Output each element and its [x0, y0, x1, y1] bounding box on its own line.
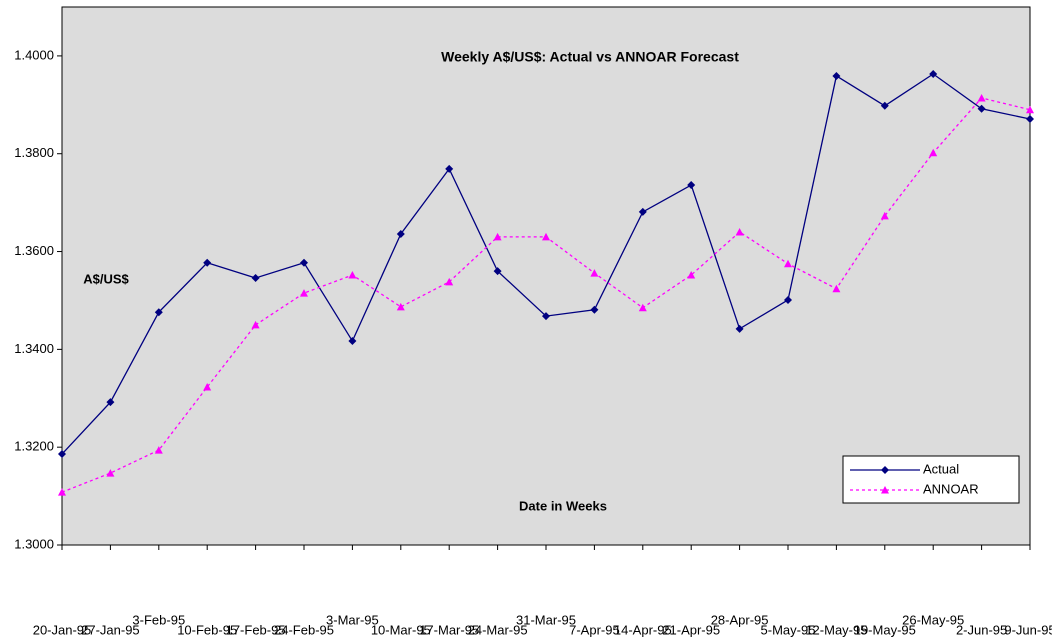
- marker: [881, 466, 889, 474]
- marker: [493, 232, 502, 241]
- marker: [154, 446, 163, 454]
- marker: [396, 302, 405, 311]
- x-tick-label: 9-Jun-95: [1004, 622, 1052, 637]
- marker: [880, 101, 889, 110]
- x-tick-label: 14-Apr-95: [614, 622, 672, 637]
- marker: [58, 450, 66, 459]
- marker: [542, 312, 550, 321]
- x-tick-label: 5-May-95: [761, 622, 816, 637]
- marker: [784, 259, 792, 268]
- x-tick-label: 12-May-95: [805, 622, 867, 637]
- x-tick-label: 10-Mar-95: [371, 622, 431, 637]
- y-tick-label: 1.4000: [14, 47, 54, 62]
- marker: [154, 308, 163, 317]
- marker: [493, 267, 502, 276]
- marker: [784, 295, 792, 304]
- x-tick-label: 31-Mar-95: [516, 612, 576, 627]
- x-tick-label: 10-Feb-95: [177, 622, 237, 637]
- marker: [251, 320, 260, 329]
- x-tick-label: 24-Feb-95: [274, 622, 334, 637]
- marker: [929, 70, 938, 79]
- y-tick-label: 1.3400: [14, 341, 54, 356]
- x-tick-label: 17-Feb-95: [226, 622, 286, 637]
- marker: [542, 232, 550, 241]
- marker: [348, 271, 357, 279]
- x-tick-label: 26-May-95: [902, 612, 964, 627]
- marker: [977, 104, 986, 113]
- marker: [832, 71, 841, 80]
- y-tick-label: 1.3200: [14, 439, 54, 454]
- marker: [880, 211, 889, 220]
- marker: [1026, 105, 1034, 114]
- marker: [251, 273, 260, 282]
- marker: [735, 324, 744, 333]
- marker: [735, 227, 744, 236]
- x-tick-label: 17-Mar-95: [419, 622, 479, 637]
- plot-area: [61, 6, 1031, 546]
- y-tick-label: 1.3600: [14, 243, 54, 258]
- x-tick-label: 24-Mar-95: [468, 622, 528, 637]
- marker: [832, 284, 841, 293]
- x-tick-label: 3-Mar-95: [326, 612, 379, 627]
- marker: [58, 488, 66, 496]
- marker: [1026, 115, 1034, 124]
- x-tick-label: 7-Apr-95: [569, 622, 620, 637]
- marker: [300, 289, 308, 297]
- x-axis-label: Date in Weeks: [519, 498, 607, 513]
- y-tick-label: 1.3000: [14, 536, 54, 551]
- marker: [300, 258, 308, 267]
- marker: [445, 277, 454, 286]
- marker: [687, 271, 696, 279]
- x-tick-label: 27-Jan-95: [81, 622, 140, 637]
- marker: [203, 258, 212, 267]
- legend-label: Actual: [923, 461, 959, 476]
- x-tick-label: 19-May-95: [854, 622, 916, 637]
- x-tick-label: 21-Apr-95: [662, 622, 720, 637]
- x-tick-label: 20-Jan-95: [33, 622, 92, 637]
- marker: [638, 303, 647, 312]
- marker: [977, 93, 986, 102]
- marker: [638, 207, 647, 216]
- marker: [445, 164, 454, 173]
- x-tick-label: 3-Feb-95: [132, 612, 185, 627]
- marker: [396, 229, 405, 238]
- x-tick-label: 28-Apr-95: [711, 612, 769, 627]
- marker: [348, 337, 357, 346]
- y-axis-label: A$/US$: [83, 271, 129, 286]
- chart-title: Weekly A$/US$: Actual vs ANNOAR Forecast: [441, 49, 739, 65]
- marker: [881, 486, 889, 494]
- y-tick-label: 1.3800: [14, 145, 54, 160]
- marker: [106, 398, 115, 407]
- marker: [687, 181, 696, 190]
- x-tick-label: 2-Jun-95: [956, 622, 1007, 637]
- marker: [106, 469, 115, 477]
- legend-label: ANNOAR: [923, 481, 979, 496]
- marker: [590, 305, 599, 314]
- marker: [590, 269, 599, 277]
- marker: [203, 383, 212, 391]
- marker: [929, 148, 938, 157]
- legend: [842, 455, 1020, 504]
